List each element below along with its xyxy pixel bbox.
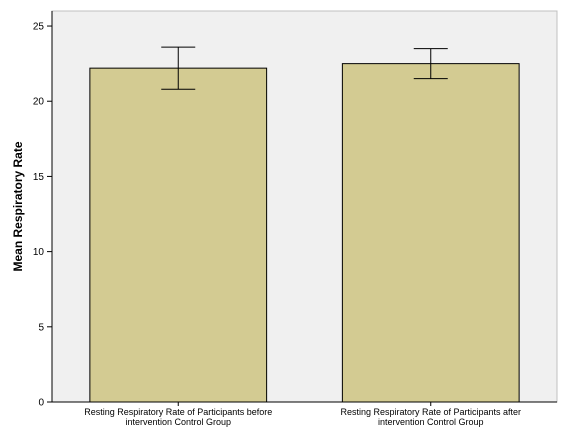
y-tick-label: 0 <box>38 398 44 409</box>
bars-group <box>89 63 520 403</box>
x-tick-label: Resting Respiratory Rate of Participants… <box>84 407 272 427</box>
y-tick-label: 10 <box>33 247 45 258</box>
y-tick-label: 15 <box>33 172 45 183</box>
error-bars-group <box>161 46 448 90</box>
x-tick-label: Resting Respiratory Rate of Participants… <box>340 407 521 427</box>
y-tick-label: 5 <box>38 322 44 333</box>
y-tick-label: 25 <box>33 22 45 33</box>
bar <box>89 67 268 403</box>
x-axis: Resting Respiratory Rate of Participants… <box>52 401 557 427</box>
y-tick-label: 20 <box>33 97 45 108</box>
y-axis: 0 5 10 15 20 25 <box>33 11 53 409</box>
y-axis-title: Mean Respiratory Rate <box>11 141 25 271</box>
bar <box>341 63 520 403</box>
